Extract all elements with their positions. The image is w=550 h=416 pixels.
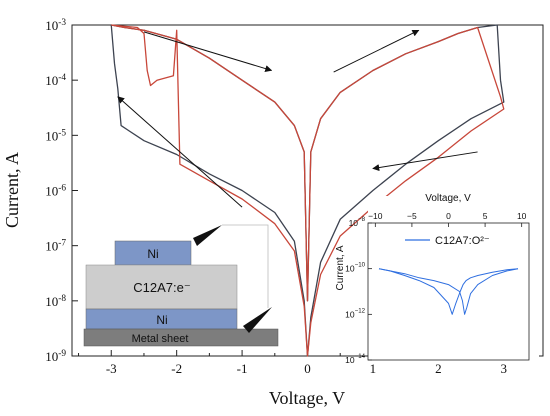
main-y-axis: 10-910-810-710-610-510-410-3 xyxy=(45,18,78,364)
main-y-tick-label-base: 10 xyxy=(45,294,58,309)
inset-y-tick-label-base: 10 xyxy=(345,355,355,365)
inset-y-tick-label-base: 10 xyxy=(345,264,355,274)
main-y-tick-label: 10-3 xyxy=(45,18,66,33)
main-x-tick-label: 3 xyxy=(501,361,508,376)
schematic-metal-sheet-label: Metal sheet xyxy=(132,333,189,345)
main-y-tick-label-exponent: -5 xyxy=(58,128,66,138)
inset-x-tick-label: −5 xyxy=(407,211,417,221)
schematic-metal-sheet-layer xyxy=(83,328,279,347)
inset-y-tick-label-exponent: −8 xyxy=(358,216,366,223)
inset-y-tick-label: 10−8 xyxy=(349,216,366,228)
main-y-tick-label-exponent: -7 xyxy=(58,239,66,249)
inset-y-tick-label-exponent: −12 xyxy=(355,307,366,314)
schematic-top-nickel-label: Ni xyxy=(147,247,158,261)
main-y-tick-label-exponent: -3 xyxy=(58,18,66,28)
main-plot: -3 -2 -1 0 1 2 3 10-910-810-710-610-510-410-3 … xyxy=(2,18,544,408)
main-arrows xyxy=(117,29,478,208)
main-y-tick-label: 10-4 xyxy=(45,73,66,88)
inset-series xyxy=(378,268,519,315)
main-y-tick-label-exponent: -4 xyxy=(58,73,66,83)
inset-x-tick-label: 0 xyxy=(446,211,451,221)
main-x-tick-label: -1 xyxy=(237,361,248,376)
main-y-tick-label-base: 10 xyxy=(45,184,58,199)
sweep-direction-arrow-2 xyxy=(372,151,478,172)
schematic-top-nickel-layer xyxy=(114,240,192,266)
inset-y-tick-label-exponent: −14 xyxy=(355,353,366,360)
main-y-tick-label: 10-9 xyxy=(45,349,66,364)
main-x-axis: -3 -2 -1 0 1 2 3 xyxy=(78,350,537,376)
inset-y-axis-title: Current, A xyxy=(335,245,346,290)
inset-x-axis-title: Voltage, V xyxy=(425,193,471,204)
inset-series-line-1 xyxy=(378,268,519,315)
inset-y-tick-label: 10−10 xyxy=(345,262,365,274)
inset-y-tick-label-exponent: −10 xyxy=(355,262,366,269)
main-y-tick-label: 10-8 xyxy=(45,294,66,309)
main-y-tick-label-base: 10 xyxy=(45,18,58,33)
main-y-tick-label: 10-6 xyxy=(45,184,66,199)
main-x-tick-label: 2 xyxy=(435,361,442,376)
main-y-tick-label-base: 10 xyxy=(45,239,58,254)
main-x-tick-label: -2 xyxy=(171,361,182,376)
schematic-bottom-probe-tip xyxy=(243,307,272,333)
inset-y-tick-label: 10−14 xyxy=(345,353,365,365)
sweep-direction-arrow-3 xyxy=(117,96,243,208)
main-y-tick-label: 10-5 xyxy=(45,128,66,143)
inset-x-axis: −10 −5 0 5 10 xyxy=(368,211,527,227)
sweep-direction-arrow-1 xyxy=(333,29,420,73)
main-series xyxy=(110,24,505,357)
main-y-tick-label-exponent: -6 xyxy=(58,184,66,194)
inset-panel-background xyxy=(368,196,539,360)
main-y-tick-label-base: 10 xyxy=(45,349,58,364)
main-y-axis-title: Current, A xyxy=(2,152,22,228)
main-y-tick-label-exponent: -8 xyxy=(58,294,66,304)
inset-y-tick-label: 10−12 xyxy=(345,307,365,319)
main-x-tick-label: -3 xyxy=(106,361,117,376)
main-x-tick-label: 1 xyxy=(370,361,377,376)
schematic-top-probe-tip xyxy=(193,225,222,246)
schematic-bottom-nickel-label: Ni xyxy=(156,313,167,327)
inset-y-tick-label-base: 10 xyxy=(349,218,359,228)
inset-x-tick-label: −10 xyxy=(368,211,383,221)
device-schematic: Ni C12A7:e⁻ Ni Metal sheet xyxy=(83,224,279,347)
schematic-wire xyxy=(222,224,269,308)
main-y-tick-label-exponent: -9 xyxy=(58,349,66,359)
main-series-line-1 xyxy=(111,24,505,357)
inset-x-tick-label: 10 xyxy=(517,211,527,221)
schematic-electride-label: C12A7:e⁻ xyxy=(133,280,190,295)
inset-y-tick-label-base: 10 xyxy=(345,309,355,319)
main-y-tick-label-base: 10 xyxy=(45,73,58,88)
inset-x-tick-label: 5 xyxy=(483,211,488,221)
main-x-axis-title: Voltage, V xyxy=(269,388,345,408)
schematic-electride-layer xyxy=(85,264,238,310)
inset-legend-label: C12A7:O²⁻ xyxy=(435,235,490,247)
inset-series-line-0 xyxy=(378,268,519,315)
sweep-direction-arrow-0 xyxy=(143,31,273,72)
main-y-tick-label: 10-7 xyxy=(45,239,66,254)
main-x-tick-label: 0 xyxy=(304,361,311,376)
main-y-tick-label-base: 10 xyxy=(45,128,58,143)
